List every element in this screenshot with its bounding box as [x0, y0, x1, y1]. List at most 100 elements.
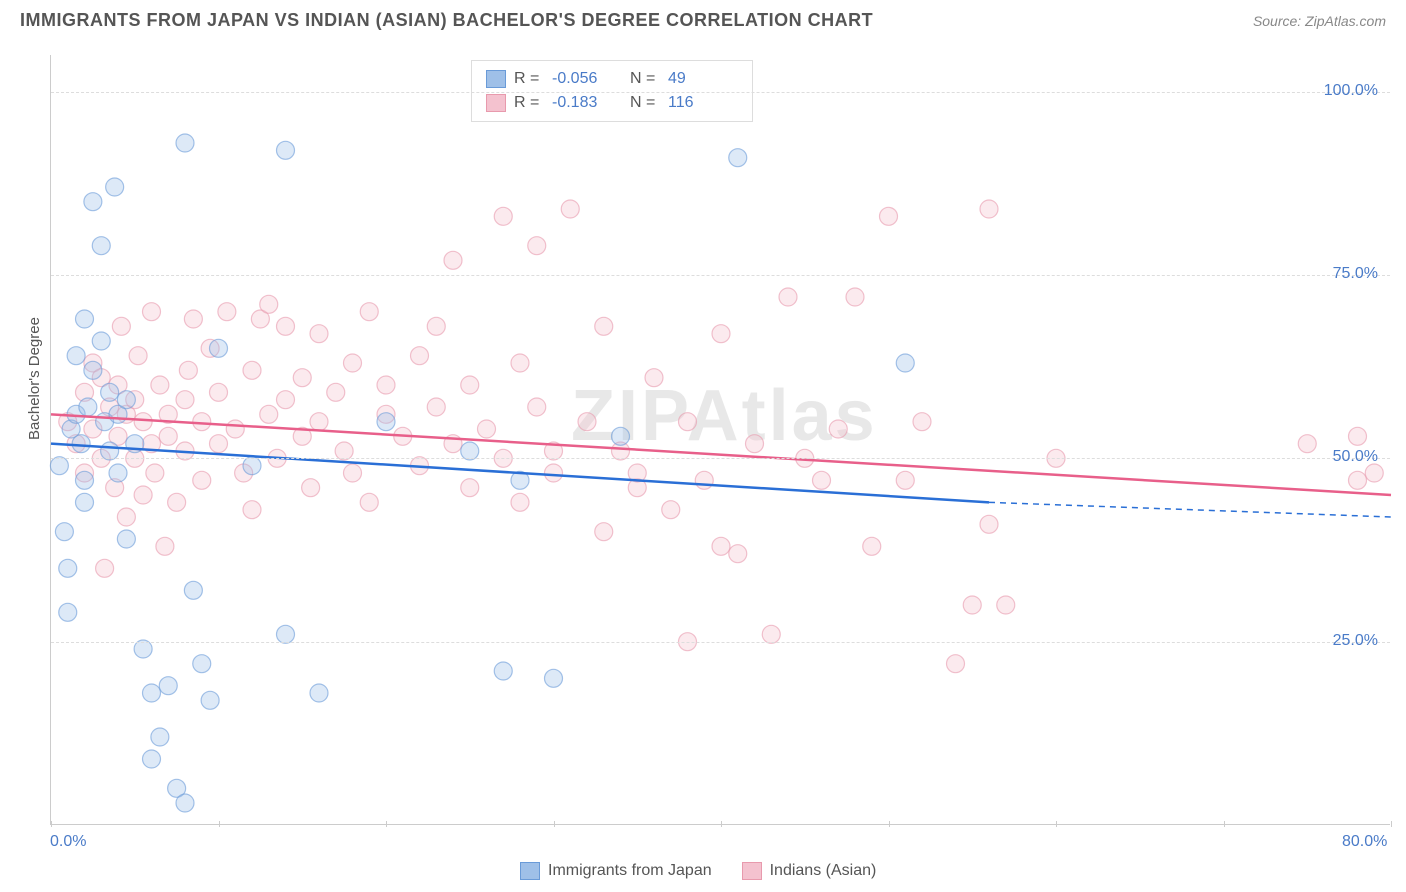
- data-point-blue: [101, 442, 119, 460]
- data-point-pink: [193, 413, 211, 431]
- data-point-pink: [344, 354, 362, 372]
- x-tick: [889, 821, 890, 827]
- trend-line-blue-dashed: [989, 502, 1391, 517]
- scatter-svg: [51, 55, 1390, 824]
- data-point-blue: [729, 149, 747, 167]
- trend-line-pink: [51, 414, 1391, 495]
- page-title: IMMIGRANTS FROM JAPAN VS INDIAN (ASIAN) …: [20, 10, 873, 31]
- data-point-pink: [159, 427, 177, 445]
- data-point-blue: [106, 178, 124, 196]
- data-point-blue: [79, 398, 97, 416]
- data-point-pink: [679, 413, 697, 431]
- data-point-blue: [134, 640, 152, 658]
- legend-swatch-pink: [742, 862, 762, 880]
- data-point-pink: [360, 303, 378, 321]
- legend-r-value-blue: -0.056: [552, 67, 622, 91]
- data-point-blue: [67, 347, 85, 365]
- data-point-pink: [947, 655, 965, 673]
- legend-text-blue: Immigrants from Japan: [548, 862, 712, 880]
- data-point-pink: [762, 625, 780, 643]
- data-point-pink: [595, 523, 613, 541]
- data-point-blue: [277, 141, 295, 159]
- data-point-blue: [277, 625, 295, 643]
- data-point-blue: [84, 361, 102, 379]
- grid-line: [51, 92, 1390, 93]
- data-point-blue: [461, 442, 479, 460]
- grid-line: [51, 642, 1390, 643]
- y-tick-label: 50.0%: [1333, 448, 1378, 466]
- data-point-pink: [528, 237, 546, 255]
- data-point-pink: [156, 537, 174, 555]
- series-legend: Immigrants from Japan Indians (Asian): [520, 862, 876, 880]
- legend-item-blue: Immigrants from Japan: [520, 862, 712, 880]
- data-point-blue: [76, 493, 94, 511]
- data-point-pink: [645, 369, 663, 387]
- data-point-blue: [117, 530, 135, 548]
- data-point-pink: [218, 303, 236, 321]
- data-point-pink: [277, 391, 295, 409]
- data-point-pink: [243, 361, 261, 379]
- data-point-pink: [129, 347, 147, 365]
- data-point-pink: [712, 325, 730, 343]
- data-point-pink: [528, 398, 546, 416]
- data-point-pink: [779, 288, 797, 306]
- data-point-pink: [134, 486, 152, 504]
- data-point-blue: [176, 794, 194, 812]
- data-point-blue: [201, 691, 219, 709]
- data-point-pink: [360, 493, 378, 511]
- data-point-pink: [746, 435, 764, 453]
- data-point-pink: [184, 310, 202, 328]
- grid-line: [51, 458, 1390, 459]
- data-point-pink: [813, 471, 831, 489]
- data-point-blue: [184, 581, 202, 599]
- data-point-blue: [84, 193, 102, 211]
- data-point-pink: [896, 471, 914, 489]
- data-point-blue: [545, 669, 563, 687]
- data-point-pink: [561, 200, 579, 218]
- data-point-pink: [1365, 464, 1383, 482]
- data-point-blue: [143, 750, 161, 768]
- data-point-pink: [444, 251, 462, 269]
- x-tick: [1056, 821, 1057, 827]
- x-tick: [721, 821, 722, 827]
- data-point-pink: [179, 361, 197, 379]
- data-point-blue: [59, 603, 77, 621]
- data-point-pink: [176, 391, 194, 409]
- data-point-pink: [226, 420, 244, 438]
- data-point-pink: [1349, 427, 1367, 445]
- legend-row-pink: R = -0.183 N = 116: [486, 91, 738, 115]
- data-point-blue: [377, 413, 395, 431]
- legend-r-value-pink: -0.183: [552, 91, 622, 115]
- data-point-pink: [1349, 471, 1367, 489]
- data-point-pink: [112, 317, 130, 335]
- data-point-pink: [980, 515, 998, 533]
- data-point-blue: [159, 677, 177, 695]
- data-point-pink: [210, 383, 228, 401]
- data-point-pink: [662, 501, 680, 519]
- data-point-blue: [59, 559, 77, 577]
- legend-n-value-blue: 49: [668, 67, 738, 91]
- data-point-pink: [327, 383, 345, 401]
- data-point-blue: [896, 354, 914, 372]
- data-point-pink: [829, 420, 847, 438]
- data-point-blue: [92, 237, 110, 255]
- data-point-blue: [101, 383, 119, 401]
- data-point-pink: [302, 479, 320, 497]
- legend-r-label: R =: [514, 91, 544, 115]
- data-point-pink: [310, 413, 328, 431]
- data-point-pink: [134, 413, 152, 431]
- data-point-pink: [260, 405, 278, 423]
- data-point-pink: [427, 398, 445, 416]
- data-point-pink: [335, 442, 353, 460]
- data-point-pink: [846, 288, 864, 306]
- x-tick: [1391, 821, 1392, 827]
- data-point-blue: [193, 655, 211, 673]
- x-tick: [554, 821, 555, 827]
- data-point-pink: [293, 369, 311, 387]
- x-tick: [51, 821, 52, 827]
- data-point-pink: [310, 325, 328, 343]
- legend-swatch-pink: [486, 94, 506, 112]
- source-attribution: Source: ZipAtlas.com: [1253, 13, 1386, 29]
- data-point-pink: [151, 376, 169, 394]
- data-point-pink: [461, 376, 479, 394]
